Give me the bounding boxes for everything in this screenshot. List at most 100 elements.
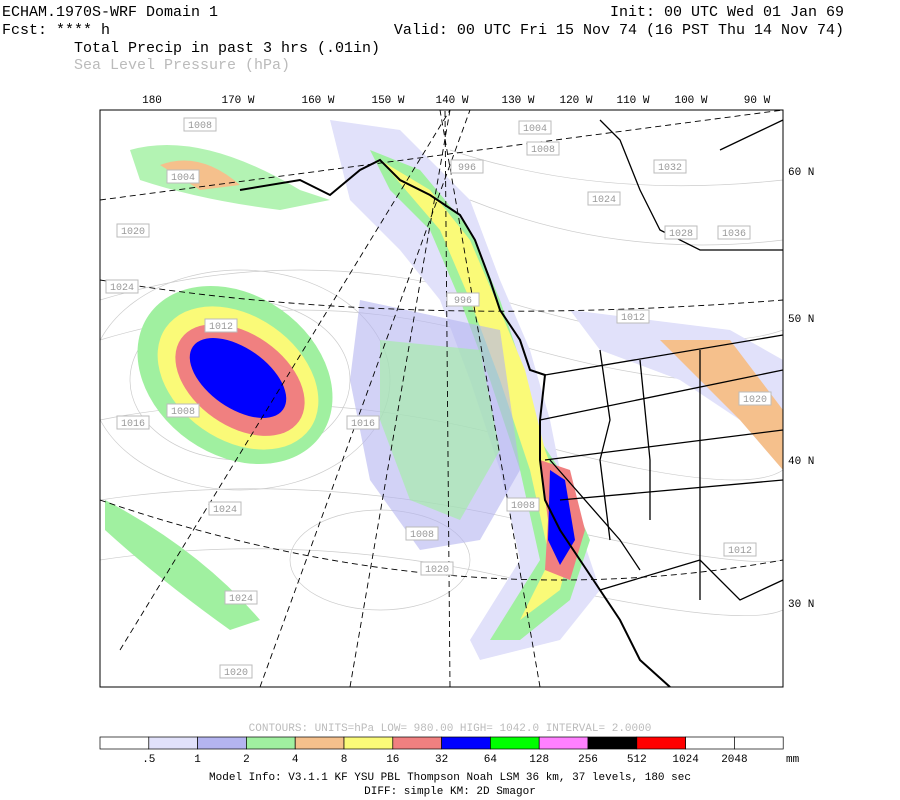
- color-box: [734, 736, 784, 750]
- map-frame: [99, 109, 784, 688]
- legend-unit: mm: [786, 754, 800, 766]
- pressure-label: 1008: [531, 145, 555, 156]
- pressure-box: [224, 590, 258, 605]
- pressure-box: [446, 292, 480, 307]
- lon-label: 130 W: [501, 95, 534, 107]
- footer: DIFF: simple KM: 2D Smagor: [364, 786, 536, 798]
- fcst: Fcst: **** h: [2, 22, 110, 39]
- pressure-label: 1020: [224, 668, 248, 679]
- legend-label: 8: [341, 754, 348, 766]
- pressure-box: [116, 223, 150, 238]
- pressure-label: 1004: [171, 173, 195, 184]
- color-box: [294, 736, 345, 750]
- color-box: [636, 736, 686, 750]
- lon-label: 150 W: [371, 95, 404, 107]
- pressure-label: 1012: [728, 546, 752, 557]
- pressure-label: 1020: [425, 565, 449, 576]
- pressure-label: 1024: [229, 594, 253, 605]
- pressure-box: [506, 497, 540, 512]
- color-box: [99, 736, 150, 750]
- legend-label: 2: [243, 754, 250, 766]
- pressure-box: [717, 225, 751, 240]
- map: [100, 110, 783, 687]
- pressure-label: 1008: [410, 530, 434, 541]
- pressure-box: [723, 542, 757, 557]
- pressure-label: 1020: [121, 227, 145, 238]
- pressure-label: 1036: [722, 229, 746, 240]
- pressure-box: [204, 318, 238, 333]
- lon-label: 110 W: [616, 95, 649, 107]
- color-box: [441, 736, 491, 750]
- color-box: [490, 736, 540, 750]
- legend-label: 2048: [721, 754, 747, 766]
- color-box: [246, 736, 296, 750]
- pressure-box: [405, 526, 439, 541]
- pressure-box: [208, 501, 242, 516]
- color-box: [538, 736, 589, 750]
- color-box: [197, 736, 247, 750]
- lat-label: 60 N: [788, 167, 814, 179]
- lat-label: 40 N: [788, 456, 814, 468]
- init: Init: 00 UTC Wed 01 Jan 69: [610, 4, 844, 21]
- lon-label: 90 W: [744, 95, 771, 107]
- pressure-box: [664, 225, 698, 240]
- pressure-label: 1032: [658, 163, 682, 174]
- lon-label: 170 W: [221, 95, 254, 107]
- pressure-label: 1024: [213, 505, 237, 516]
- color-box: [392, 736, 442, 750]
- pressure-box: [616, 309, 650, 324]
- pressure-box: [526, 141, 560, 156]
- legend-label: 64: [484, 754, 498, 766]
- legend-label: 128: [529, 754, 549, 766]
- pressure-box: [116, 415, 150, 430]
- pressure-box: [518, 120, 552, 135]
- legend-label: 512: [627, 754, 647, 766]
- lon-label: 120 W: [559, 95, 592, 107]
- pressure-label: 1012: [621, 313, 645, 324]
- pressure-box: [653, 159, 687, 174]
- pressure-box: [105, 279, 139, 294]
- field: Sea Level Pressure (hPa): [74, 57, 290, 74]
- pressure-label: 1016: [351, 419, 375, 430]
- lon-label: 160 W: [301, 95, 334, 107]
- lon-label: 180: [142, 95, 162, 107]
- pressure-box: [420, 561, 454, 576]
- legend-label: 4: [292, 754, 299, 766]
- pressure-box: [166, 403, 200, 418]
- color-box: [148, 736, 198, 750]
- color-box: [587, 736, 638, 750]
- footer: Model Info: V3.1.1 KF YSU PBL Thompson N…: [209, 772, 691, 784]
- pressure-label: 1008: [171, 407, 195, 418]
- pressure-label: 1024: [592, 195, 616, 206]
- title: ECHAM.1970S-WRF Domain 1: [2, 4, 218, 21]
- pressure-label: 1008: [188, 121, 212, 132]
- valid: Valid: 00 UTC Fri 15 Nov 74 (16 PST Thu …: [394, 22, 844, 39]
- color-box: [685, 736, 735, 750]
- pressure-label: 1016: [121, 419, 145, 430]
- pressure-label: 1008: [511, 501, 535, 512]
- lat-label: 30 N: [788, 599, 814, 611]
- pressure-label: 1020: [743, 395, 767, 406]
- pressure-box: [450, 159, 484, 174]
- pressure-box: [219, 664, 253, 679]
- contour-info: CONTOURS: UNITS=hPa LOW= 980.00 HIGH= 10…: [249, 723, 652, 735]
- lat-label: 50 N: [788, 314, 814, 326]
- pressure-box: [587, 191, 621, 206]
- pressure-label: 1024: [110, 283, 134, 294]
- legend-label: .5: [142, 754, 155, 766]
- pressure-label: 1004: [523, 124, 547, 135]
- pressure-label: 1028: [669, 229, 693, 240]
- field: Total Precip in past 3 hrs (.01in): [74, 40, 380, 57]
- lon-label: 100 W: [674, 95, 707, 107]
- legend-label: 32: [435, 754, 448, 766]
- pressure-label: 996: [454, 296, 472, 307]
- legend-label: 16: [386, 754, 399, 766]
- pressure-label: 996: [458, 163, 476, 174]
- pressure-box: [166, 169, 200, 184]
- legend-label: 1: [194, 754, 201, 766]
- pressure-box: [738, 391, 772, 406]
- pressure-label: 1012: [209, 322, 233, 333]
- legend-label: 1024: [672, 754, 699, 766]
- legend-label: 256: [578, 754, 598, 766]
